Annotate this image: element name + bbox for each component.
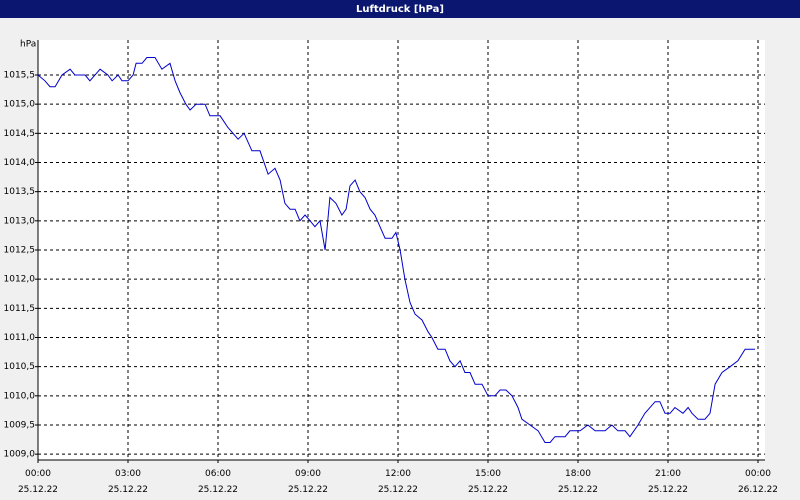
y-tick-label: 1009,5 bbox=[4, 421, 36, 431]
title-bar bbox=[0, 0, 800, 18]
y-tick-label: 1011,0 bbox=[4, 333, 36, 343]
x-tick-label: 00:00 25.12.22 bbox=[18, 469, 58, 495]
x-tick-label: 09:00 25.12.22 bbox=[288, 469, 328, 495]
x-tick-label: 15:00 25.12.22 bbox=[468, 469, 508, 495]
x-tick-label: 18:00 25.12.22 bbox=[558, 469, 598, 495]
x-tick-label: 00:00 26.12.22 bbox=[738, 469, 778, 495]
y-tick-label: 1012,0 bbox=[4, 275, 36, 285]
y-tick-label: 1011,5 bbox=[4, 304, 36, 314]
y-tick-label: 1009,0 bbox=[4, 450, 36, 460]
y-tick-label: 1014,5 bbox=[4, 129, 36, 139]
y-tick-label: 1015,5 bbox=[4, 71, 36, 81]
x-tick-label: 03:00 25.12.22 bbox=[108, 469, 148, 495]
x-tick-label: 12:00 25.12.22 bbox=[378, 469, 418, 495]
y-tick-label: 1013,5 bbox=[4, 187, 36, 197]
chart-title: Luftdruck [hPa] bbox=[356, 4, 444, 15]
y-axis-label: hPa bbox=[20, 40, 36, 50]
y-tick-label: 1014,0 bbox=[4, 158, 36, 168]
y-tick-label: 1010,5 bbox=[4, 362, 36, 372]
y-tick-label: 1015,0 bbox=[4, 100, 36, 110]
y-tick-label: 1010,0 bbox=[4, 391, 36, 401]
y-tick-label: 1012,5 bbox=[4, 246, 36, 256]
x-tick-label: 06:00 25.12.22 bbox=[198, 469, 238, 495]
line-series bbox=[37, 57, 755, 443]
y-tick-label: 1013,0 bbox=[4, 216, 36, 226]
x-tick-label: 21:00 25.12.22 bbox=[648, 469, 688, 495]
